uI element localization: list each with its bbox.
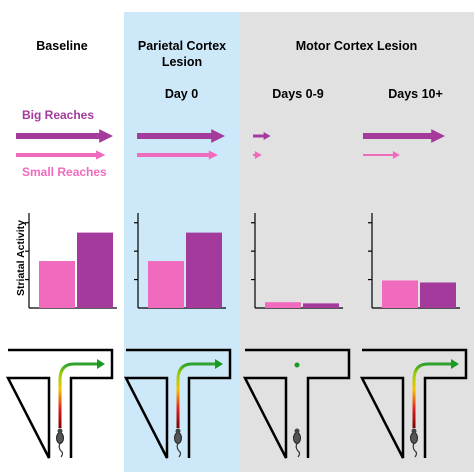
small-reach-arrow-parietal bbox=[137, 150, 218, 160]
trajectory-motor_10 bbox=[412, 362, 452, 428]
trajectory-end-motor_0_9 bbox=[294, 362, 300, 368]
bar-small-motor_0_9 bbox=[265, 302, 301, 308]
legend-small-reaches: Small Reaches bbox=[22, 165, 107, 179]
small-reach-arrow-motor_0_9 bbox=[253, 151, 262, 159]
t-maze-parietal bbox=[123, 348, 232, 459]
bar-big-motor_0_9 bbox=[303, 303, 339, 308]
t-maze-motor_10 bbox=[359, 348, 468, 459]
bar-small-motor_10 bbox=[382, 280, 418, 308]
legend-big-reaches: Big Reaches bbox=[22, 108, 95, 122]
trajectory-arrowhead-parietal bbox=[215, 359, 223, 369]
t-maze-motor_0_9 bbox=[242, 348, 351, 459]
header-baseline: Baseline bbox=[36, 39, 88, 53]
trajectory-arrowhead-baseline bbox=[97, 359, 105, 369]
header-motor: Motor Cortex Lesion bbox=[295, 39, 418, 53]
big-reach-arrow-parietal bbox=[137, 129, 225, 143]
motor-panel-background bbox=[239, 12, 474, 472]
mouse-motor_0_9 bbox=[293, 428, 301, 458]
small-reach-arrow-motor_10 bbox=[363, 151, 400, 159]
trajectory-parietal bbox=[176, 362, 216, 428]
big-reach-arrow-baseline bbox=[16, 129, 113, 143]
small-reach-arrow-baseline bbox=[16, 150, 106, 160]
mouse-motor_10 bbox=[410, 428, 418, 458]
bar-small-baseline bbox=[39, 261, 75, 308]
big-reach-arrow-motor_0_9 bbox=[253, 132, 271, 140]
mouse-parietal bbox=[174, 428, 182, 458]
bar-small-parietal bbox=[148, 261, 184, 308]
mouse-baseline bbox=[56, 428, 64, 458]
bar-big-motor_10 bbox=[420, 282, 456, 308]
bar-big-baseline bbox=[77, 232, 113, 308]
subheader-parietal: Day 0 bbox=[164, 87, 199, 101]
big-reach-arrow-motor_10 bbox=[363, 129, 445, 143]
subheader-motor-0-9: Days 0-9 bbox=[272, 87, 324, 101]
trajectory-arrowhead-motor_10 bbox=[451, 359, 459, 369]
header-parietal: Parietal Cortex Lesion bbox=[137, 39, 227, 69]
subheader-motor-10: Days 10+ bbox=[388, 87, 443, 101]
trajectory-baseline bbox=[58, 362, 98, 428]
bar-big-parietal bbox=[186, 232, 222, 308]
t-maze-baseline bbox=[5, 348, 114, 459]
